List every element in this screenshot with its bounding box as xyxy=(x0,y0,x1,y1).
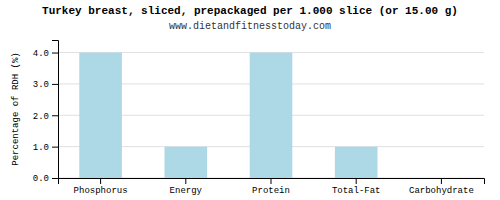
y-axis-title: Percentage of RDH (%) xyxy=(11,52,21,165)
tick-label: 1.0 xyxy=(33,143,49,153)
bar xyxy=(79,53,122,178)
tick-mark xyxy=(271,178,272,184)
y-axis: 0.0 1.0 2.0 3.0 4.0 xyxy=(33,41,59,185)
chart: Turkey breast, sliced, prepackaged per 1… xyxy=(0,0,500,200)
x-axis: Phosphorus Energy Protein Total-Fat Carbohyd… xyxy=(59,178,485,196)
bar xyxy=(335,147,378,178)
tick: Protein xyxy=(252,178,290,196)
bar xyxy=(250,53,293,178)
bar xyxy=(420,178,463,179)
plot: Phosphorus Energy Protein Total-Fat Carbohyd… xyxy=(11,41,485,197)
tick-label: 2.0 xyxy=(33,112,49,122)
tick: Total-Fat xyxy=(332,178,381,196)
tick: 4.0 xyxy=(33,49,58,59)
title: Turkey breast, sliced, prepackaged per 1… xyxy=(42,5,458,17)
tick-mark xyxy=(52,53,58,54)
tick: 0.0 xyxy=(33,174,58,184)
tick: Carbohydrate xyxy=(409,178,474,196)
tick: Phosphorus xyxy=(74,178,128,196)
tick: Energy xyxy=(170,178,203,196)
subtitle: www.dietandfitnesstoday.com xyxy=(169,21,331,32)
tick-mark xyxy=(52,115,58,116)
tick-label: Carbohydrate xyxy=(409,186,474,196)
axis-line xyxy=(59,179,485,185)
axis-line xyxy=(52,41,59,179)
bars xyxy=(79,53,377,178)
tick-label: Protein xyxy=(252,186,290,196)
tick-mark xyxy=(185,178,186,184)
tick-mark xyxy=(52,84,58,85)
tick-mark xyxy=(52,147,58,148)
bar xyxy=(165,147,208,178)
tick-mark xyxy=(100,178,101,184)
tick-mark xyxy=(441,178,442,184)
tick-label: 0.0 xyxy=(33,174,49,184)
tick: 2.0 xyxy=(33,112,58,122)
tick-mark xyxy=(52,178,58,179)
tick-label: Phosphorus xyxy=(74,186,128,196)
tick: 3.0 xyxy=(33,80,58,90)
tick-label: 3.0 xyxy=(33,80,49,90)
tick-label: 4.0 xyxy=(33,49,49,59)
tick-label: Total-Fat xyxy=(332,186,381,196)
tick-label: Energy xyxy=(170,186,203,196)
tick-mark xyxy=(356,178,357,184)
grid xyxy=(58,53,484,178)
tick: 1.0 xyxy=(33,143,58,153)
